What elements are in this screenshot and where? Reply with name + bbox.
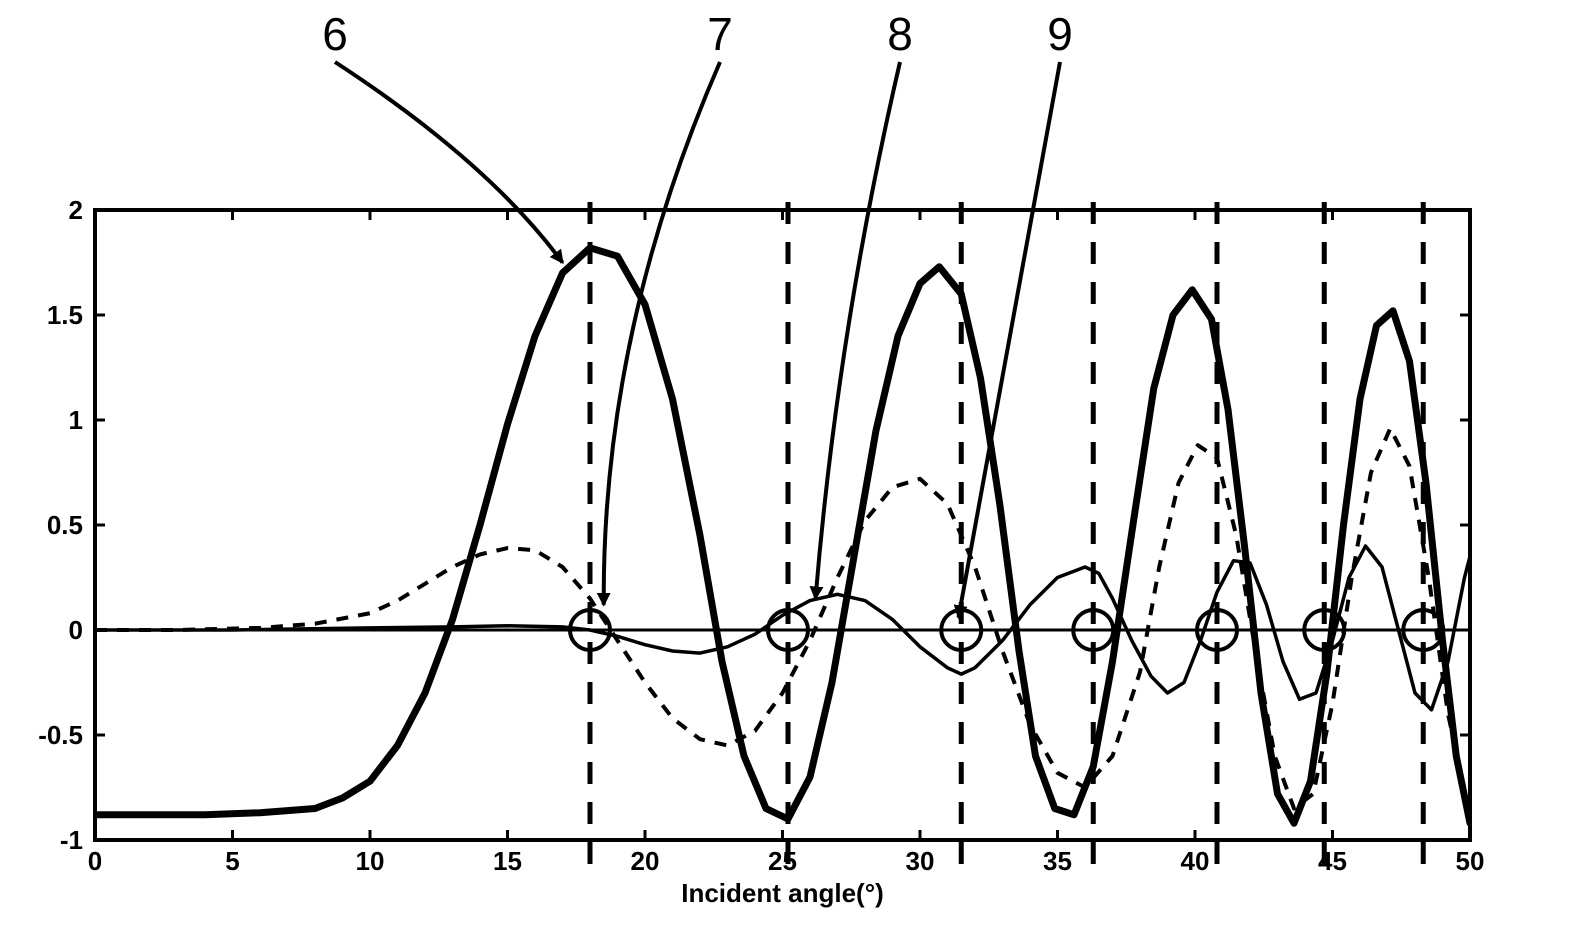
callout-arrow [604,62,720,605]
series-6 [95,248,1470,823]
callout-label: 6 [322,8,348,60]
ytick-label: 0 [69,615,83,645]
xtick-label: 30 [906,846,935,876]
ytick-label: 0.5 [47,510,83,540]
xlabel: Incident angle(°) [681,878,884,908]
ytick-label: -0.5 [38,720,83,750]
xtick-label: 5 [225,846,239,876]
chart-svg: 05101520253035404550-1-0.500.511.52Incid… [0,0,1579,948]
xtick-label: 0 [88,846,102,876]
xtick-label: 10 [356,846,385,876]
callout-label: 9 [1047,8,1073,60]
callout-label: 8 [887,8,913,60]
ytick-label: 2 [69,195,83,225]
series-8 [95,546,1470,710]
ytick-label: -1 [60,825,83,855]
callout-label: 7 [707,8,733,60]
series-7 [95,428,1470,814]
xtick-label: 50 [1456,846,1485,876]
xtick-label: 40 [1181,846,1210,876]
ytick-label: 1 [69,405,83,435]
xtick-label: 35 [1043,846,1072,876]
ytick-label: 1.5 [47,300,83,330]
xtick-label: 20 [631,846,660,876]
callout-arrow [335,62,563,263]
chart-container: 05101520253035404550-1-0.500.511.52Incid… [0,0,1579,948]
xtick-label: 25 [768,846,797,876]
series-group [95,248,1470,823]
axes-box [95,210,1470,840]
xtick-label: 15 [493,846,522,876]
